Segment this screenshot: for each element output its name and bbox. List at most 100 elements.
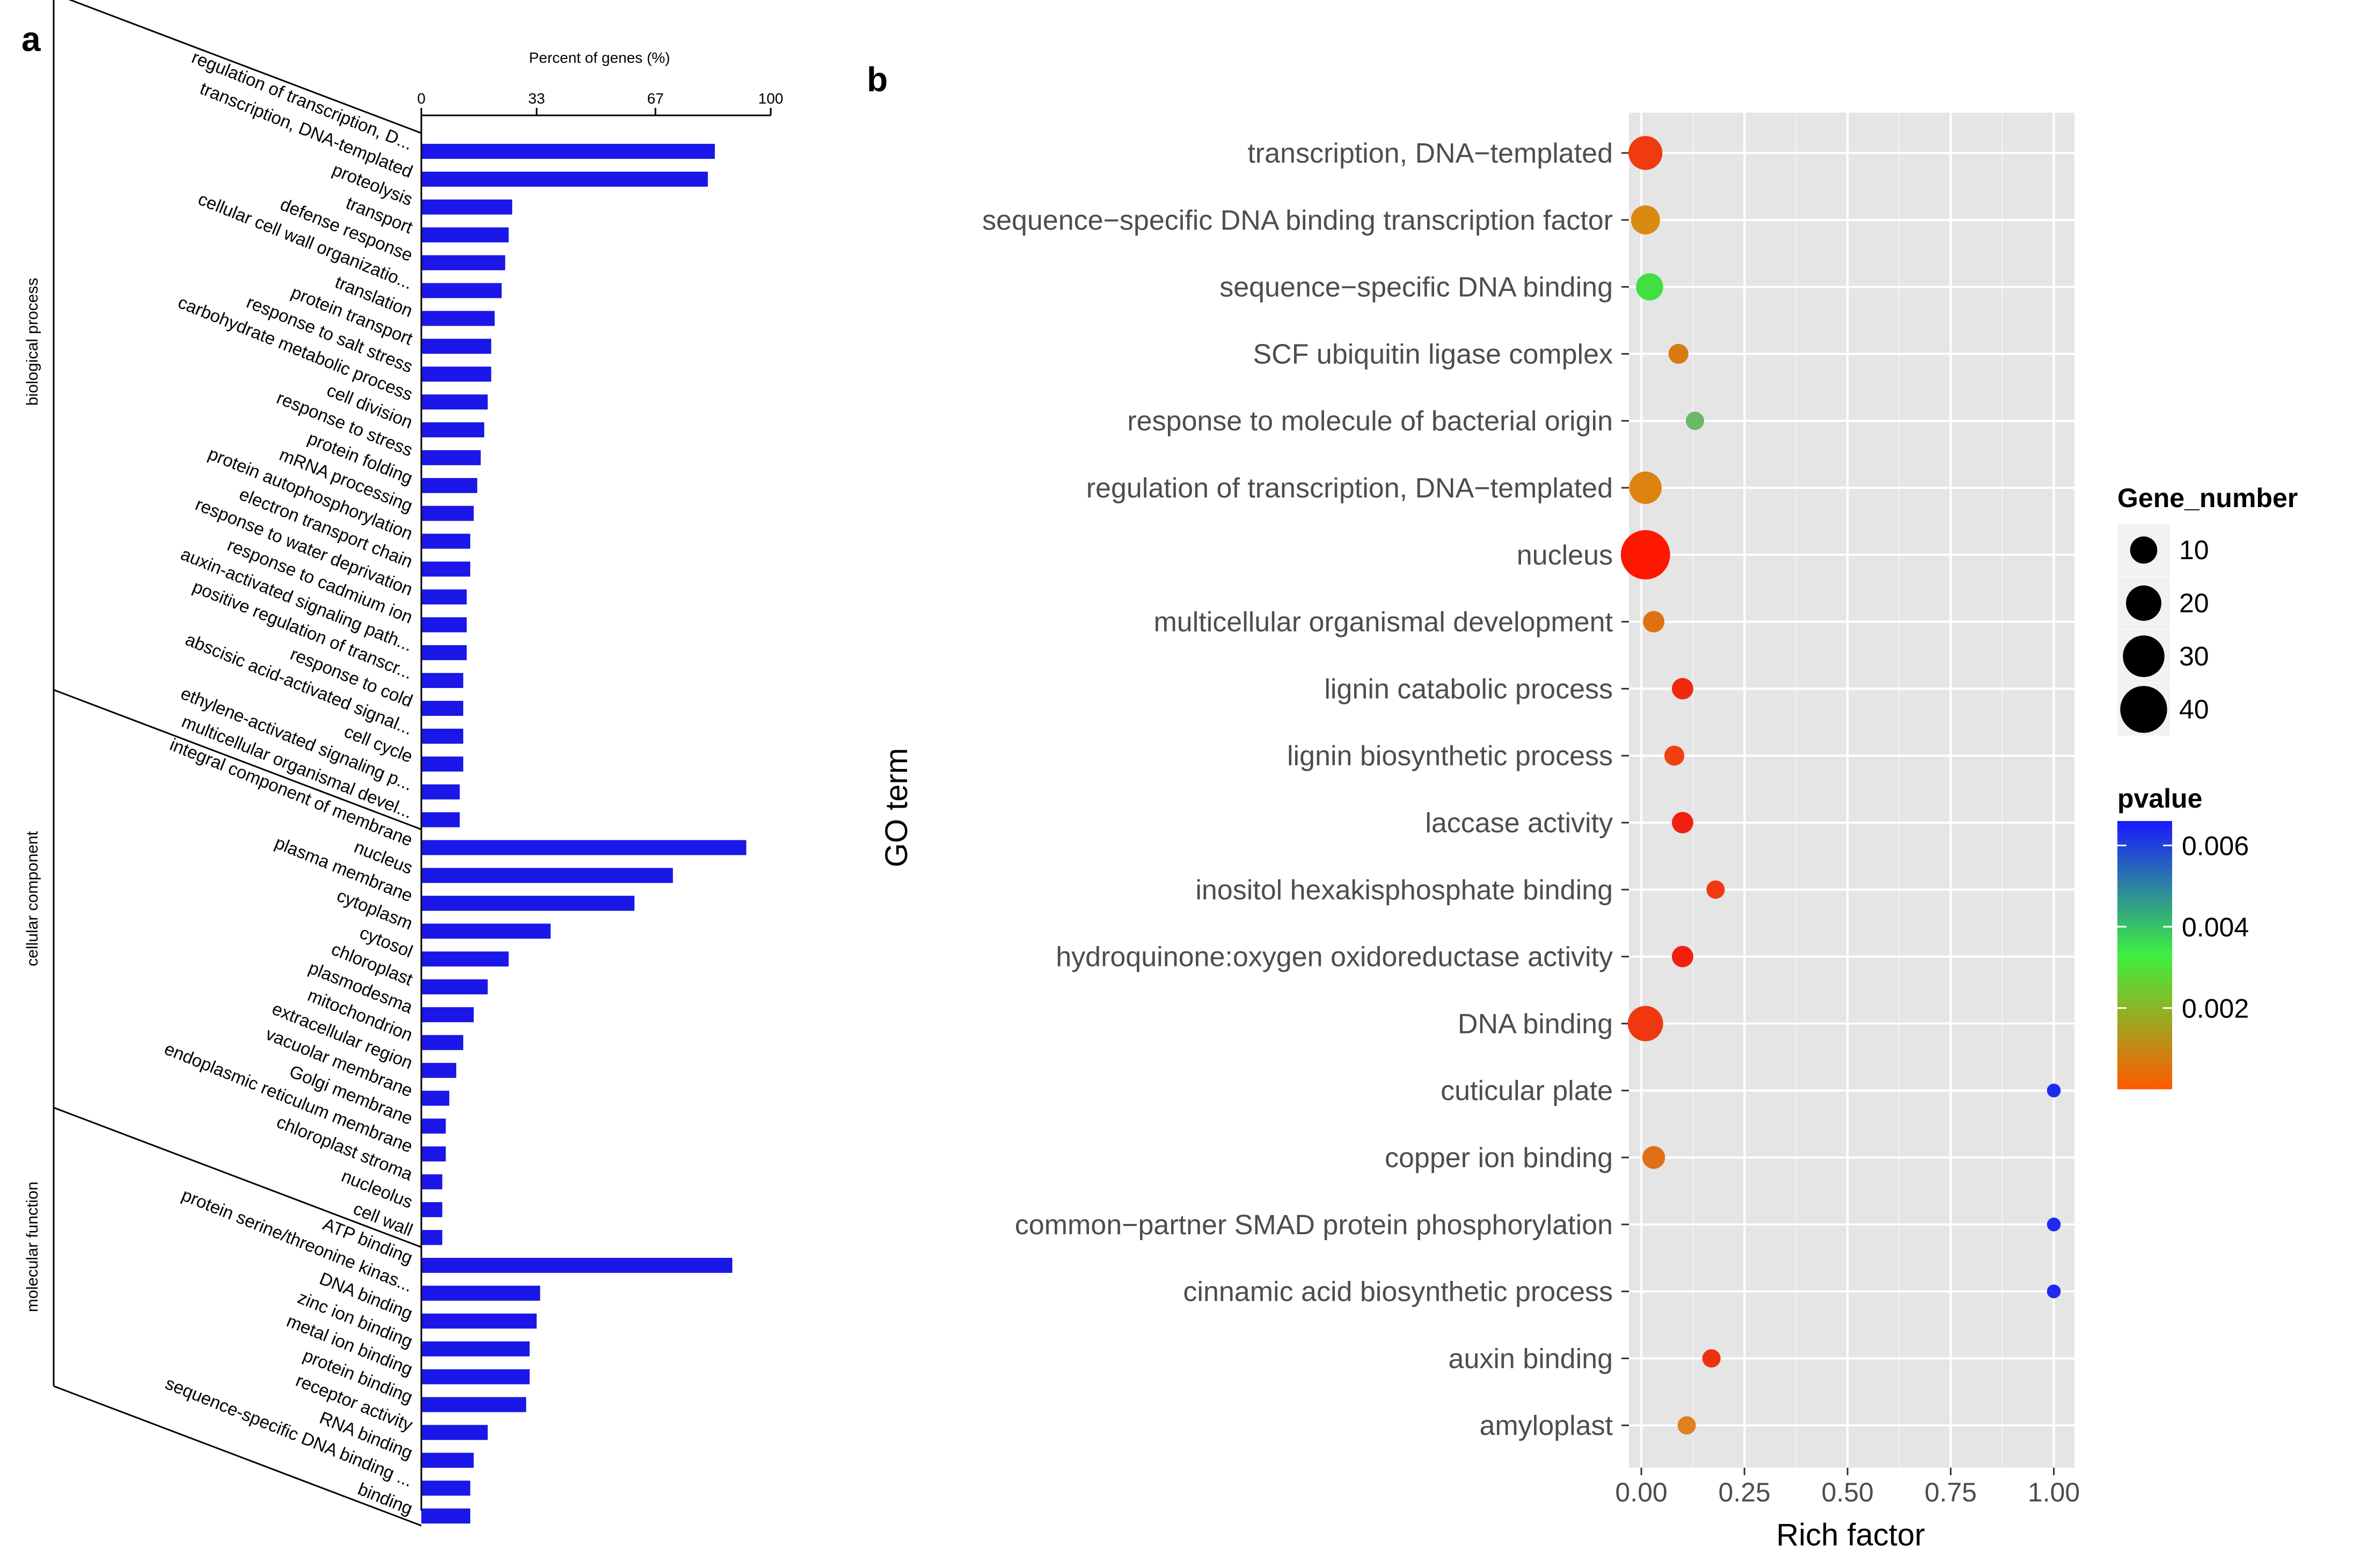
x-tick-label: 1.00 xyxy=(2028,1477,2080,1507)
x-tick-label: 0.50 xyxy=(1822,1477,1874,1507)
bar xyxy=(421,255,506,270)
panel-a-tick-label: 67 xyxy=(647,90,664,107)
size-legend-label: 10 xyxy=(2179,535,2209,565)
bar xyxy=(421,144,715,159)
bar xyxy=(421,868,673,883)
bar xyxy=(421,1063,457,1078)
bar xyxy=(421,367,492,382)
rich-factor-ticks: 0.00 0.25 0.50 0.75 1.00 xyxy=(1615,1468,2080,1507)
bar xyxy=(421,283,502,298)
x-tick-label: 0.75 xyxy=(1925,1477,1977,1507)
group-label: biological process xyxy=(24,278,41,406)
go-term-label: cinnamic acid biosynthetic process xyxy=(1183,1277,1613,1308)
bar xyxy=(421,728,464,744)
point xyxy=(2047,1284,2061,1299)
x-tick-label: 0.00 xyxy=(1615,1477,1667,1507)
bar xyxy=(421,339,492,354)
point xyxy=(1627,1006,1663,1042)
group-divider xyxy=(53,1385,422,1527)
go-term-label: nucleus xyxy=(1517,540,1613,571)
color-legend: 0.006 0.004 0.002 xyxy=(2117,831,2249,1023)
bar xyxy=(421,617,467,633)
bar xyxy=(421,311,495,326)
point xyxy=(1636,273,1663,301)
point xyxy=(1671,812,1693,833)
panel-a-group-labels: biological process cellular component mole… xyxy=(24,278,41,1313)
point xyxy=(1677,1416,1696,1435)
panel-a-title: Percent of genes (%) xyxy=(529,49,670,66)
bar xyxy=(421,979,488,994)
group-divider xyxy=(53,1107,422,1248)
group-divider xyxy=(68,0,422,134)
go-term-label: transcription, DNA−templated xyxy=(1247,138,1613,169)
point xyxy=(1706,880,1725,899)
bar xyxy=(421,422,485,437)
panel-a-x-ticks: 0 33 67 100 xyxy=(417,90,784,116)
color-legend-title: pvalue xyxy=(2117,783,2202,814)
point xyxy=(1702,1349,1721,1368)
panel-a-frame xyxy=(53,0,422,1527)
bar xyxy=(421,840,747,855)
color-legend-bar xyxy=(2117,821,2172,1089)
point xyxy=(1643,611,1665,633)
go-term-label: sequence−specific DNA binding transcript… xyxy=(982,205,1613,236)
x-tick-label: 0.25 xyxy=(1719,1477,1771,1507)
bar xyxy=(421,645,467,661)
point xyxy=(1628,136,1663,170)
bar xyxy=(421,1369,530,1384)
size-legend: 10 20 30 40 xyxy=(2117,524,2209,736)
go-term-label: sequence−specific DNA binding xyxy=(1219,272,1613,303)
color-legend-label: 0.006 xyxy=(2182,831,2249,861)
go-term-labels: transcription, DNA−templated sequence−spe… xyxy=(982,138,1629,1441)
go-term-label: multicellular organismal development xyxy=(1153,607,1613,638)
bar xyxy=(421,1258,733,1273)
size-legend-label: 40 xyxy=(2179,694,2209,724)
go-term-label: SCF ubiquitin ligase complex xyxy=(1253,339,1613,370)
panel-a-category-labels: regulation of transcription, D...transcr… xyxy=(162,47,416,1518)
x-axis-title: Rich factor xyxy=(1776,1518,1925,1552)
point xyxy=(1631,205,1660,235)
bar xyxy=(421,171,708,187)
bar xyxy=(421,1090,450,1106)
bar xyxy=(421,1453,474,1468)
bar xyxy=(421,896,635,911)
bar xyxy=(421,1481,471,1496)
point xyxy=(1664,745,1685,766)
bar xyxy=(421,1118,446,1134)
panel-a-tick-label: 100 xyxy=(758,90,784,107)
panel-a-bar-chart: Percent of genes (%) 0 33 67 100 regulation… xyxy=(24,0,784,1527)
bar xyxy=(421,533,471,549)
bar xyxy=(421,1035,464,1050)
size-legend-label: 20 xyxy=(2179,588,2209,618)
size-legend-title: Gene_number xyxy=(2117,483,2298,513)
size-legend-dot xyxy=(2123,635,2165,677)
bar xyxy=(421,673,464,688)
point xyxy=(1620,530,1670,580)
go-term-label: inositol hexakisphosphate binding xyxy=(1195,875,1613,906)
point xyxy=(1668,343,1689,364)
group-label: molecular function xyxy=(24,1182,41,1312)
go-term-label: DNA binding xyxy=(1458,1008,1613,1039)
bar xyxy=(421,951,509,967)
bar xyxy=(421,1146,446,1162)
size-legend-dot xyxy=(2130,536,2158,564)
point xyxy=(2047,1083,2061,1097)
bar xyxy=(421,394,488,410)
group-label: cellular component xyxy=(24,831,41,966)
go-term-label: common−partner SMAD protein phosphorylat… xyxy=(1015,1210,1613,1241)
go-term-label: copper ion binding xyxy=(1385,1142,1613,1174)
bar xyxy=(421,589,467,605)
go-term-label: laccase activity xyxy=(1425,808,1613,839)
bar xyxy=(421,1397,527,1412)
point xyxy=(1685,412,1705,430)
go-term-label: amyloplast xyxy=(1479,1410,1613,1441)
bar xyxy=(421,756,464,772)
go-term-label: lignin catabolic process xyxy=(1324,673,1613,705)
bar xyxy=(421,478,478,493)
point xyxy=(1671,678,1693,700)
panel-a-tick-label: 0 xyxy=(417,90,426,107)
plot-background xyxy=(1629,113,2074,1468)
bar xyxy=(421,1313,537,1329)
bar xyxy=(421,1285,540,1301)
